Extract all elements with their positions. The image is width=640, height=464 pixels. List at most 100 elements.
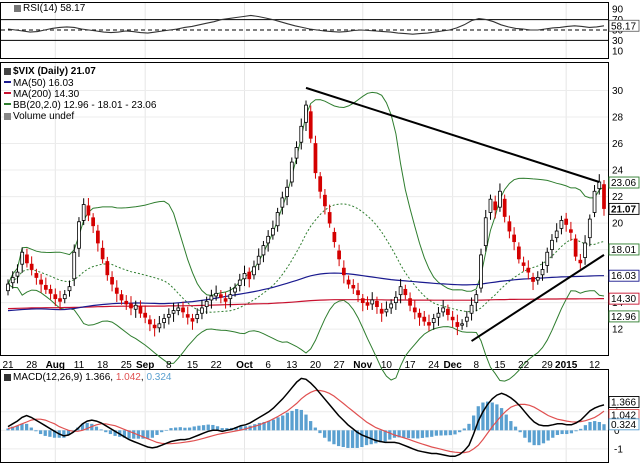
candle-body xyxy=(237,279,242,286)
candle-body xyxy=(564,218,569,225)
macd-hist-bar xyxy=(150,430,154,438)
macd-hist-bar xyxy=(253,424,257,431)
candle-body xyxy=(394,296,398,304)
candle-body xyxy=(323,194,327,207)
candle-body xyxy=(545,251,550,266)
macd-hist-bar xyxy=(425,430,429,438)
x-axis-label: 21 xyxy=(2,360,14,371)
macd-hist-bar xyxy=(593,421,597,431)
macd-hist-bar xyxy=(239,426,243,431)
candle-body xyxy=(417,312,422,318)
candle-body xyxy=(531,277,535,282)
macd-hist-bar xyxy=(132,430,136,439)
macd-hist-bar xyxy=(495,404,499,431)
candle-body xyxy=(375,300,379,308)
candle-body xyxy=(540,269,545,276)
macd-hist-bar xyxy=(169,428,173,431)
macd-hist-bar xyxy=(173,427,178,431)
macd-hist-bar xyxy=(430,430,434,437)
candle-body xyxy=(559,220,564,229)
macd-hist-bar xyxy=(444,430,448,436)
rsi-badge-label: 58.17 xyxy=(611,21,636,32)
ma200-swatch xyxy=(4,92,11,94)
x-axis-label: 6 xyxy=(265,360,271,371)
x-axis-label: 11 xyxy=(74,360,85,371)
macd-value: 1.366 xyxy=(85,372,111,383)
price-title-text: $VIX (Daily) 21.07 xyxy=(13,66,96,77)
candle-body xyxy=(58,298,62,302)
candle-body xyxy=(455,322,460,327)
price-tick-label: 26 xyxy=(612,139,624,150)
price-badge-label: 16.03 xyxy=(611,271,636,282)
candle-body xyxy=(247,271,252,280)
macd-hist-bar xyxy=(80,423,85,431)
macd-hist-bar xyxy=(192,426,196,431)
legend-ma50: MA(50) 16.03 xyxy=(4,78,74,89)
macd-badge xyxy=(608,418,640,431)
macd-signal-line xyxy=(7,389,605,454)
candle-body xyxy=(6,283,10,292)
rsi-swatch xyxy=(14,5,21,12)
candle-body xyxy=(308,111,313,139)
candle-body xyxy=(138,306,143,314)
macd-hist-bar xyxy=(546,430,550,441)
macd-hist-bar xyxy=(141,430,145,439)
x-axis-label: 24 xyxy=(428,360,440,371)
candle-body xyxy=(124,300,129,305)
macd-hist-bar xyxy=(374,430,378,444)
candle-body xyxy=(412,307,417,313)
trendline xyxy=(305,86,600,183)
x-axis-label: Sep xyxy=(136,360,154,371)
macd-hist-bar xyxy=(29,427,33,431)
macd-hist-bar xyxy=(220,428,224,431)
macd-hist-bar xyxy=(420,430,425,438)
rsi-title: RSI(14) 58.17 xyxy=(14,3,85,14)
candle-body xyxy=(48,288,53,294)
macd-hist-bar xyxy=(462,428,466,431)
candle-body xyxy=(516,246,521,260)
macd-hist-bar xyxy=(406,430,411,439)
macd-hist-bar xyxy=(490,402,494,431)
candle-body xyxy=(86,205,91,216)
x-axis-label: Nov xyxy=(353,360,372,371)
macd-hist-bar xyxy=(271,419,276,431)
candle-body xyxy=(365,302,370,306)
candle-body xyxy=(20,251,25,265)
candle-body xyxy=(34,273,39,278)
candle-body xyxy=(77,221,81,249)
macd-hist-bar xyxy=(327,430,331,442)
rsi-tick-label: 10 xyxy=(612,46,624,57)
macd-hist-bar xyxy=(551,430,555,438)
candle-body xyxy=(176,307,181,311)
x-axis-label: Dec xyxy=(443,360,462,371)
candle-body xyxy=(436,312,441,318)
macd-hist-bar xyxy=(34,430,38,432)
candle-body xyxy=(379,308,384,314)
price-badge-label: 12.96 xyxy=(611,312,636,323)
candle-body xyxy=(114,287,119,294)
candle-body xyxy=(275,212,280,227)
macd-hist-bar xyxy=(513,426,518,431)
rsi-tick-label: 30 xyxy=(612,36,624,47)
candle-body xyxy=(143,312,148,318)
x-axis-label: Aug xyxy=(46,360,65,371)
x-axis-label: 18 xyxy=(97,360,109,371)
macd-hist-bar xyxy=(509,421,513,431)
candle-body xyxy=(389,303,394,309)
price-badge xyxy=(608,269,640,282)
bb-lower-line xyxy=(7,283,605,382)
macd-hist-bar xyxy=(122,430,127,438)
macd-title: MACD(12,26,9) 1.366, 1.042, 0.324 xyxy=(4,372,171,383)
candle-body xyxy=(185,314,190,318)
candle-body xyxy=(200,307,204,314)
macd-badge xyxy=(608,396,640,408)
macd-hist-bar xyxy=(350,430,355,448)
macd-hist-bar xyxy=(43,430,47,436)
macd-hist-bar xyxy=(108,430,113,435)
macd-hist-bar xyxy=(332,430,336,445)
price-badge xyxy=(608,243,640,256)
macd-hist-bar xyxy=(183,427,187,431)
candle-body xyxy=(228,294,233,300)
candle-body xyxy=(573,238,578,257)
